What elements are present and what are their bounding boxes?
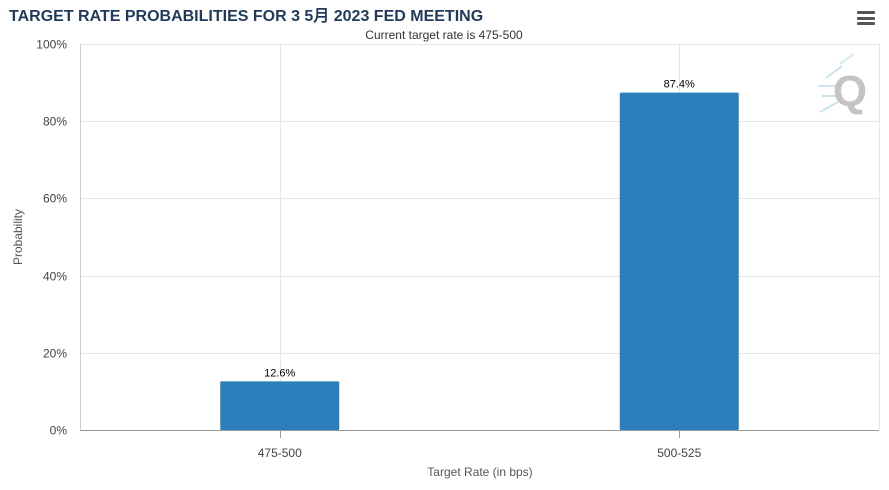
y-tick-label: 20% (43, 347, 67, 361)
quikstrike-logo-icon: Q (818, 53, 867, 116)
y-tick-label: 0% (50, 424, 68, 438)
x-tick-label: 500-525 (657, 446, 701, 460)
x-tick-label: 475-500 (258, 446, 302, 460)
y-tick-label: 40% (43, 270, 67, 284)
x-axis-title: Target Rate (in bps) (427, 465, 532, 479)
data-label: 12.6% (264, 367, 295, 379)
watermark-letter: Q (833, 67, 867, 116)
bar-475-500[interactable] (220, 381, 340, 430)
y-axis-title: Probability (11, 209, 25, 265)
chart-title: TARGET RATE PROBABILITIES FOR 3 5月 2023 … (9, 8, 484, 25)
data-label: 87.4% (664, 79, 695, 91)
y-tick-label: 80% (43, 115, 67, 129)
hamburger-menu-icon[interactable] (857, 11, 875, 27)
y-tick-label: 60% (43, 192, 67, 206)
y-tick-label: 100% (36, 38, 67, 52)
bar-500-525[interactable] (619, 92, 739, 431)
chart-subtitle: Current target rate is 475-500 (365, 28, 523, 42)
